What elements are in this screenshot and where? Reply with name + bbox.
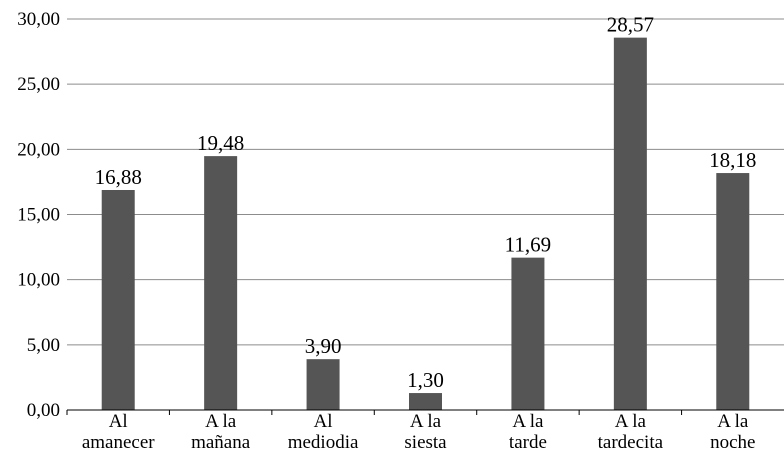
x-tick-label: Al [314, 411, 333, 432]
data-label: 11,69 [505, 233, 551, 257]
data-label: 19,48 [197, 131, 244, 155]
bar [613, 37, 647, 410]
x-tick-label: A la [410, 411, 442, 432]
x-tick-label: mediodia [288, 432, 359, 453]
y-axis-ticks: 0,00 5,00 10,00 15,00 20,00 25,00 30,00 [17, 9, 60, 421]
x-tick-label: Al [109, 411, 128, 432]
x-tick-label: mañana [191, 432, 251, 453]
x-tick-label: tardecita [598, 432, 664, 453]
bar [306, 359, 340, 410]
data-label: 3,90 [305, 334, 342, 358]
x-tick-label: A la [717, 411, 749, 432]
x-tick-label: amanecer [82, 432, 155, 453]
y-tick-label: 20,00 [17, 139, 60, 160]
y-tick-label: 25,00 [17, 74, 60, 95]
bar [101, 189, 135, 410]
data-label: 18,18 [709, 148, 756, 172]
data-label: 1,30 [407, 368, 444, 392]
bar [511, 257, 545, 410]
x-tick-label: noche [710, 432, 755, 453]
x-tick-label: siesta [404, 432, 447, 453]
x-tick-label: A la [512, 411, 544, 432]
y-tick-label: 5,00 [27, 335, 60, 356]
y-tick-label: 30,00 [17, 9, 60, 30]
data-label: 28,57 [607, 13, 654, 37]
bar [204, 156, 238, 410]
y-tick-label: 0,00 [27, 400, 60, 421]
bars [101, 37, 750, 410]
bar [716, 173, 750, 410]
x-tick-label: A la [615, 411, 647, 432]
x-tick-label: tarde [509, 432, 547, 453]
data-label: 16,88 [95, 165, 142, 189]
y-tick-label: 15,00 [17, 205, 60, 226]
y-tick-label: 10,00 [17, 270, 60, 291]
gridlines [67, 18, 784, 411]
data-labels: 16,88 19,48 3,90 1,30 11,69 28,57 18,18 [95, 13, 757, 392]
x-tick-label: A la [205, 411, 237, 432]
bar [409, 393, 442, 410]
